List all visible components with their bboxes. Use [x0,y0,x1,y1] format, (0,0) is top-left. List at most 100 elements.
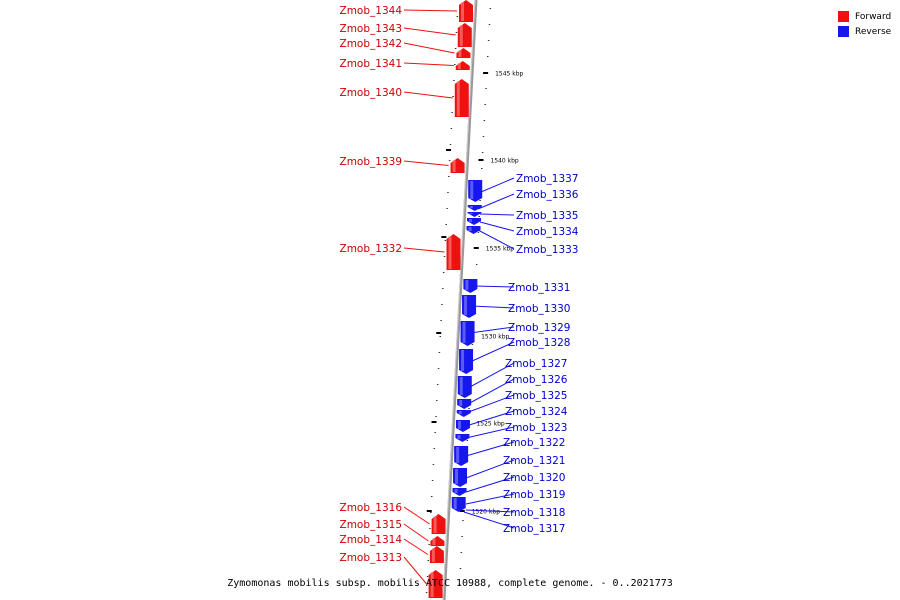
label-leader [467,362,515,389]
reverse-gene-label[interactable]: Zmob_1330 [508,303,570,315]
gene-shade [459,377,463,395]
tick-mark [483,72,489,74]
reverse-gene-label[interactable]: Zmob_1331 [508,282,570,294]
ruler-dot [489,8,492,9]
genome-axis-highlight [442,0,476,600]
label-leader [403,506,430,525]
ruler-dot [487,56,489,57]
gene-shade [462,322,466,343]
label-leader [465,493,515,505]
forward-gene-label[interactable]: Zmob_1313 [340,552,402,564]
ruler-dot [433,448,436,449]
reverse-gene-label[interactable]: Zmob_1322 [503,437,565,449]
gene-labels: Zmob_1344 Zmob_1343 Zmob_1342 Zmob_1341 Zmob… [340,5,579,564]
label-leader [469,326,515,334]
label-leader [473,285,515,288]
reverse-gene-label[interactable]: Zmob_1324 [505,406,568,418]
forward-gene-label[interactable]: Zmob_1314 [340,534,403,546]
gene-shade [456,447,460,463]
reverse-gene-label[interactable]: Zmob_1328 [508,337,570,349]
label-leader [465,509,515,513]
ruler-dot [425,592,428,593]
ruler-dot [462,520,464,521]
ruler-dot [452,96,454,97]
reverse-gene-label[interactable]: Zmob_1326 [505,374,568,386]
ruler-dot [436,400,438,401]
legend-label: Forward [855,11,892,22]
tick-label: 1520 kbp [472,509,500,516]
reverse-gene-label[interactable]: Zmob_1334 [516,226,579,238]
label-leader [477,229,515,250]
gene-shade [458,50,462,57]
label-leader [403,160,449,166]
ruler-dot [475,264,478,265]
label-leaders [403,9,515,585]
ruler-dot [432,464,435,465]
forward-gene-label[interactable]: Zmob_1342 [340,38,402,50]
gene-shade [430,572,434,597]
ruler-dot [431,480,434,481]
forward-gene-label[interactable]: Zmob_1340 [340,87,402,99]
forward-gene-label[interactable]: Zmob_1343 [340,23,402,35]
ruler-dot [477,232,480,233]
label-leader [403,556,427,585]
reverse-gene-label[interactable]: Zmob_1337 [516,173,578,185]
gene-shade [461,2,464,21]
label-leader [465,394,515,414]
label-leader [403,27,456,36]
ruler-dot [454,64,456,65]
reverse-gene-label[interactable]: Zmob_1319 [503,489,565,501]
reverse-gene-label[interactable]: Zmob_1333 [516,244,578,256]
ruler-dot [456,16,459,17]
label-leader [403,42,455,54]
reverse-gene-label[interactable]: Zmob_1318 [503,507,565,519]
ruler-dot [468,408,470,409]
reverse-swatch [838,26,849,37]
ruler-dot [428,544,430,545]
gene-shade [431,548,435,562]
legend-item-reverse: Reverse [838,24,891,39]
genome-caption: Zymomonas mobilis subsp. mobilis ATCC 10… [227,578,673,589]
label-leader [465,410,515,427]
ruler-dot [444,240,447,241]
forward-gene-label[interactable]: Zmob_1332 [340,243,402,255]
gene-shade [433,516,437,533]
gene-shade [461,350,465,371]
ruler-dot [439,336,442,337]
forward-gene-label[interactable]: Zmob_1316 [340,502,403,514]
reverse-gene-label[interactable]: Zmob_1323 [505,422,567,434]
tick-mark [473,247,479,249]
reverse-gene-label[interactable]: Zmob_1321 [503,455,565,467]
reverse-gene-label[interactable]: Zmob_1335 [516,210,578,222]
ruler-dot [430,512,432,513]
tick-label: 1545 kbp [495,71,523,78]
label-leader [403,523,429,542]
gene-features [428,0,483,598]
ruler-dot [451,112,453,113]
gene-shade [454,489,458,493]
reverse-gene-label[interactable]: Zmob_1325 [505,390,567,402]
tick-mark [436,332,442,334]
reverse-gene-label[interactable]: Zmob_1336 [516,189,579,201]
ruler-dot [430,496,433,497]
ruler-dot [479,200,481,201]
tick-label: 1540 kbp [490,158,518,165]
gene-shade [453,498,457,509]
reverse-gene-label[interactable]: Zmob_1317 [503,523,565,535]
ruler-dot [487,40,490,41]
gene-shade [459,25,463,46]
forward-gene-label[interactable]: Zmob_1339 [340,156,402,168]
ruler-dot [442,272,445,273]
ruler-dot [450,128,453,129]
reverse-gene-label[interactable]: Zmob_1320 [503,472,565,484]
reverse-gene-label[interactable]: Zmob_1327 [505,358,567,370]
label-leader [403,538,429,555]
ruler-dot [440,320,442,321]
forward-gene-label[interactable]: Zmob_1341 [340,58,402,70]
reverse-gene-label[interactable]: Zmob_1329 [508,322,570,334]
forward-gene-label[interactable]: Zmob_1344 [340,5,403,17]
gene-shade [468,227,472,231]
forward-gene-label[interactable]: Zmob_1315 [340,519,402,531]
label-leader [403,62,454,66]
